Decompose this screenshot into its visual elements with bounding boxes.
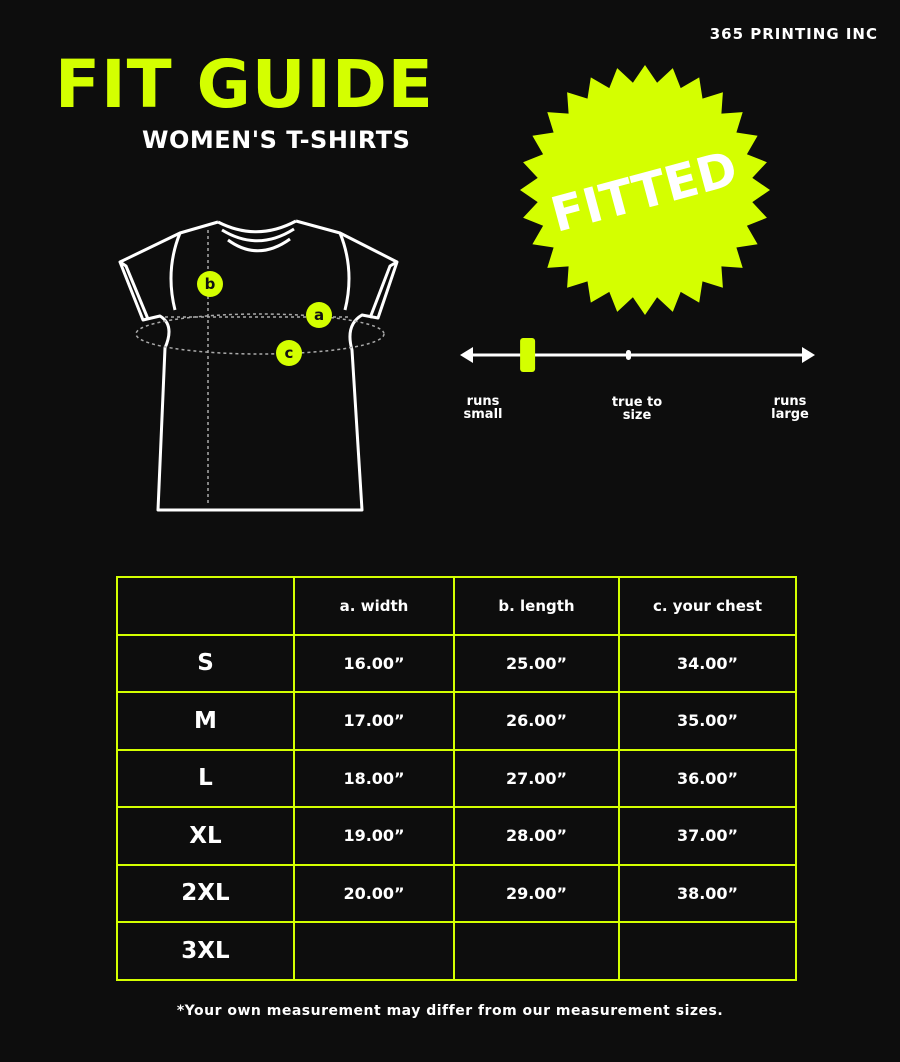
table-header-row: a. width b. length c. your chest — [116, 576, 797, 636]
measurement-cell: 36.00” — [618, 748, 797, 808]
label-line: true to — [611, 395, 663, 410]
header-cell: c. your chest — [618, 576, 797, 636]
tshirt-outline — [118, 219, 399, 512]
size-label: L — [116, 748, 295, 808]
measurement-cell: 16.00” — [293, 633, 455, 693]
measurement-cell: 17.00” — [293, 691, 455, 751]
marker-c — [276, 340, 302, 366]
measurement-cell: 18.00” — [293, 748, 455, 808]
measurement-cell: 35.00” — [618, 691, 797, 751]
measurement-cell — [618, 921, 797, 981]
page-subtitle: WOMEN'S T-SHIRTS — [142, 126, 411, 154]
label-runs-small: runs small — [443, 395, 523, 421]
measurement-cell — [293, 921, 455, 981]
measurement-cell: 19.00” — [293, 806, 455, 866]
marker-a-label: a — [314, 306, 324, 324]
tshirt-diagram: b a c — [118, 219, 399, 512]
marker-c-label: c — [285, 344, 294, 362]
brand-name: 365 PRINTING INC — [709, 25, 878, 43]
arrow-left-icon — [460, 347, 473, 363]
marker-b-label: b — [205, 275, 216, 293]
fit-scale — [460, 338, 815, 372]
label-line: size — [622, 408, 652, 423]
center-tick — [626, 350, 631, 360]
label-true-to-size: true to size — [597, 396, 677, 422]
disclaimer-note: *Your own measurement may differ from ou… — [176, 1003, 724, 1019]
measurement-guides — [135, 230, 385, 505]
size-table: a. width b. length c. your chest S 16.00”… — [116, 576, 797, 981]
measurement-cell: 26.00” — [453, 691, 620, 751]
fitted-badge: FITTED — [520, 65, 770, 315]
measurement-cell: 20.00” — [293, 863, 455, 923]
table-row: M 17.00” 26.00” 35.00” — [116, 691, 797, 751]
table-row: XL 19.00” 28.00” 37.00” — [116, 806, 797, 866]
marker-b — [197, 271, 223, 297]
table-row: S 16.00” 25.00” 34.00” — [116, 633, 797, 693]
size-label: 2XL — [116, 863, 295, 923]
size-label: XL — [116, 806, 295, 866]
label-line: small — [463, 407, 503, 422]
table-row: 2XL 20.00” 29.00” 38.00” — [116, 863, 797, 923]
size-label: 3XL — [116, 921, 295, 981]
measurement-cell: 37.00” — [618, 806, 797, 866]
label-line: runs — [466, 394, 500, 409]
header-cell: b. length — [453, 576, 620, 636]
marker-a — [306, 302, 332, 328]
fit-indicator — [520, 338, 536, 372]
label-line: runs — [773, 394, 807, 409]
measurement-cell — [453, 921, 620, 981]
page-title: FIT GUIDE — [55, 46, 434, 123]
measurement-cell: 38.00” — [618, 863, 797, 923]
table-row: 3XL — [116, 921, 797, 981]
label-line: large — [771, 407, 809, 422]
size-label: M — [116, 691, 295, 751]
size-label: S — [116, 633, 295, 693]
arrow-right-icon — [802, 347, 815, 363]
measurement-cell: 28.00” — [453, 806, 620, 866]
measurement-cell: 34.00” — [618, 633, 797, 693]
measurement-cell: 27.00” — [453, 748, 620, 808]
measurement-cell: 29.00” — [453, 863, 620, 923]
label-runs-large: runs large — [750, 395, 830, 421]
starburst-shape — [520, 65, 770, 315]
header-cell — [116, 576, 295, 636]
header-cell: a. width — [293, 576, 455, 636]
measurement-cell: 25.00” — [453, 633, 620, 693]
table-row: L 18.00” 27.00” 36.00” — [116, 748, 797, 808]
